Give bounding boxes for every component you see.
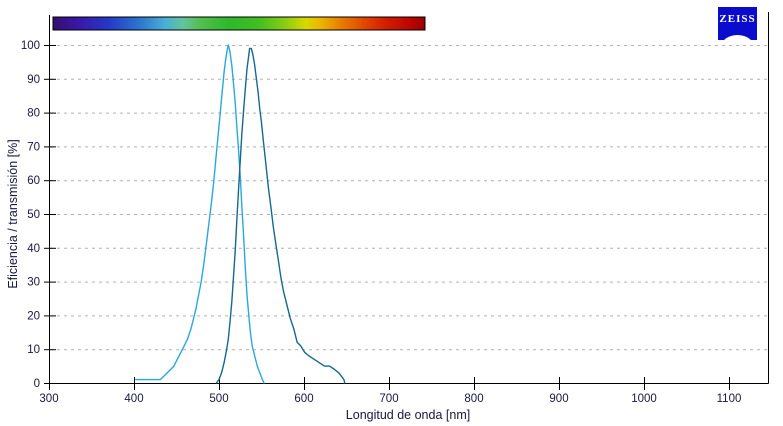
x-tick-label: 400 — [124, 393, 143, 405]
x-tick-label: 700 — [379, 393, 398, 405]
zeiss-logo-lens-icon — [724, 35, 751, 40]
spectra-curves — [134, 44, 346, 384]
zeiss-logo-text: ZEISS — [719, 13, 755, 25]
y-tick-label: 70 — [27, 141, 40, 153]
y-tick-label: 30 — [27, 277, 40, 289]
y-tick-label: 100 — [21, 40, 40, 52]
zeiss-logo-square — [718, 7, 757, 40]
y-tick-label: 90 — [27, 74, 40, 86]
y-axis-ticks: 0 10 20 30 40 50 60 70 80 90 100 — [21, 40, 56, 390]
x-tick-label: 800 — [464, 393, 483, 405]
y-tick-label: 40 — [27, 243, 40, 255]
y-tick-label: 0 — [34, 378, 40, 390]
gridlines — [50, 45, 768, 351]
x-tick-label: 900 — [549, 393, 568, 405]
x-axis-title: Longitud de onda [nm] — [346, 408, 470, 422]
x-tick-label: 300 — [39, 393, 58, 405]
y-tick-label: 80 — [27, 108, 40, 120]
y-tick-label: 20 — [27, 310, 40, 322]
x-tick-label: 1000 — [631, 393, 657, 405]
x-tick-label: 500 — [209, 393, 228, 405]
y-tick-label: 60 — [27, 175, 40, 187]
x-tick-label: 1100 — [717, 393, 742, 405]
x-axis-ticks: 300 400 500 600 700 800 900 1000 1100 — [39, 377, 741, 405]
dark-blue-curve — [215, 47, 346, 384]
axes — [49, 12, 769, 384]
y-axis-title: Eficiencia / transmisión [%] — [6, 139, 20, 288]
cyan-curve — [134, 44, 265, 384]
spectrum-color-bar — [52, 16, 426, 31]
y-tick-label: 10 — [27, 344, 40, 356]
x-tick-label: 600 — [294, 393, 313, 405]
zeiss-logo: ZEISS — [718, 7, 757, 40]
y-tick-label: 50 — [27, 209, 40, 221]
